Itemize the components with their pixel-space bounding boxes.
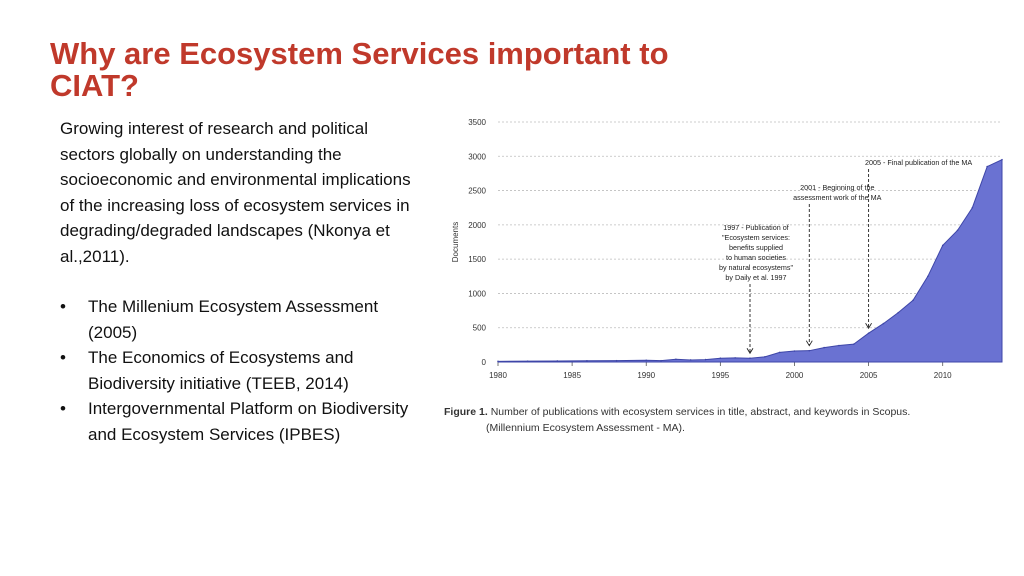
data-point [956,229,959,232]
data-point [526,360,529,362]
data-point [734,357,736,359]
bullet-dot-icon: • [60,348,66,367]
y-tick-label: 500 [473,324,487,333]
data-point [912,299,914,302]
x-tick-label: 1990 [637,371,655,380]
x-tick-label: 1980 [489,371,507,380]
data-point [778,351,781,354]
annotation-text: 1997 - Publication of [723,223,789,232]
annotation-text: 2001 - Beginning of the [800,183,874,192]
annotation-text: benefits supplied [729,243,783,252]
y-tick-label: 2000 [468,221,486,230]
bullet-item: • The Economics of Ecosystems and Biodiv… [60,345,425,396]
data-point [941,244,944,247]
data-point [660,359,662,362]
y-tick-label: 1000 [468,289,486,298]
data-point [823,346,825,349]
figure-label: Figure 1. [444,406,488,418]
data-point [838,344,840,347]
data-point [497,360,499,363]
bullet-item: • The Millenium Ecosystem Assessment (20… [60,294,425,345]
x-tick-label: 1995 [711,371,729,380]
data-point [971,206,974,209]
bullet-dot-icon: • [60,297,66,316]
data-point [689,359,692,361]
y-tick-label: 1500 [468,255,486,264]
x-tick-label: 1985 [563,371,581,380]
publications-chart: 0 500 1000 1500 2000 2500 3000 3500 1980 1985 1990… [440,110,1020,440]
annotation-text: "Ecosystem services: [722,233,790,242]
data-point [927,275,929,278]
annotation-text: by Daily et al. 1997 [725,273,786,282]
figure-caption: Figure 1. Number of publications with ec… [444,404,1004,436]
y-tick-label: 3000 [468,152,486,161]
data-point [1001,158,1003,161]
data-point [645,359,648,362]
annotation-text: to human societies [726,253,786,262]
slide-body: Growing interest of research and politic… [60,116,425,447]
data-point [882,322,885,325]
data-point [897,311,900,314]
caption-line-1: Number of publications with ecosystem se… [490,406,911,418]
data-point [586,359,588,362]
data-point [749,357,751,360]
x-tick-label: 2000 [786,371,804,380]
data-point [852,343,855,345]
data-point [704,358,707,361]
bullet-text: Intergovernmental Platform on Biodiversi… [88,399,409,444]
data-point [867,332,870,334]
data-point [764,356,766,358]
data-point [719,357,722,360]
slide-title: Why are Ecosystem Services important to … [50,36,669,103]
annotation-arrowhead [805,340,813,347]
bullet-text: The Millenium Ecosystem Assessment (2005… [88,297,379,342]
data-point [675,358,677,361]
x-tick-label: 2005 [860,371,878,380]
data-point [808,349,811,352]
annotation-arrowhead [746,347,754,355]
intro-paragraph: Growing interest of research and politic… [60,119,411,266]
bullet-item: • Intergovernmental Platform on Biodiver… [60,396,425,447]
annotation-text: assessment work of the MA [793,193,881,202]
y-tick-label: 3500 [468,118,486,127]
bullet-dot-icon: • [60,399,66,418]
y-tick-label: 2500 [468,187,486,196]
data-point [615,359,618,362]
annotation-text: by natural ecosystems" [719,263,794,272]
annotation-arrowhead [865,322,872,330]
x-tick-label: 2010 [934,371,952,380]
data-point [986,165,988,168]
y-axis-label: Documents [451,222,460,262]
y-tick-label: 0 [482,358,487,367]
data-point [556,360,559,362]
data-point [793,350,796,352]
bullet-text: The Economics of Ecosystems and Biodiver… [88,348,354,393]
bullet-list: • The Millenium Ecosystem Assessment (20… [60,294,425,447]
annotation-text: 2005 - Final publication of the MA [865,158,972,167]
publications-chart-svg: 0 500 1000 1500 2000 2500 3000 3500 1980 1985 1990… [451,118,1003,380]
caption-line-2: (Millennium Ecosystem Assessment - MA). [486,422,685,434]
